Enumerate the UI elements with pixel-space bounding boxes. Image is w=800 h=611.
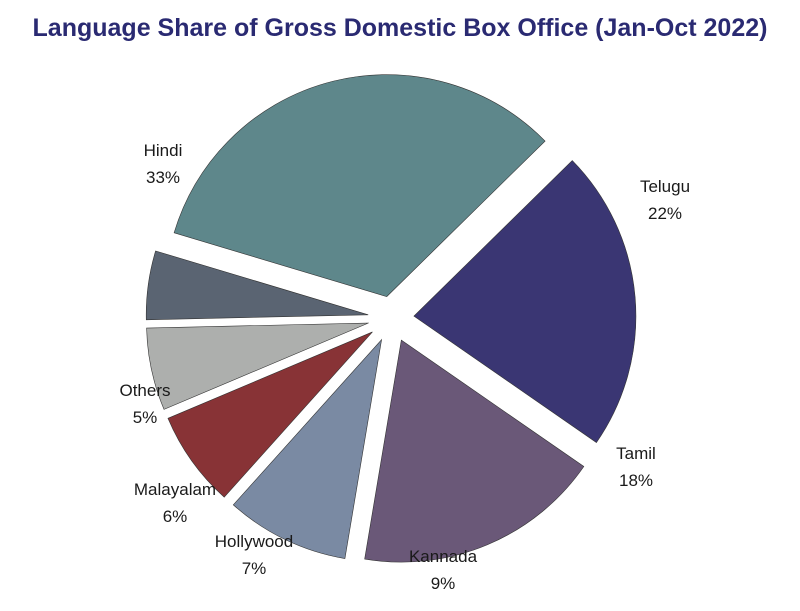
slice-value-others: 5% xyxy=(133,408,158,427)
slice-value-malayalam: 6% xyxy=(163,507,188,526)
slice-label-malayalam: Malayalam xyxy=(134,480,216,499)
slice-label-hindi: Hindi xyxy=(144,141,183,160)
pie-slice-hindi xyxy=(173,74,546,297)
pie-slice-others xyxy=(145,250,369,321)
pie-slice-tamil xyxy=(364,339,585,563)
slice-value-hindi: 33% xyxy=(146,168,180,187)
slice-label-tamil: Tamil xyxy=(616,444,656,463)
slice-value-telugu: 22% xyxy=(648,204,682,223)
slice-value-hollywood: 7% xyxy=(242,559,267,578)
slice-label-others: Others xyxy=(119,381,170,400)
slice-label-hollywood: Hollywood xyxy=(215,532,293,551)
pie-slice-telugu xyxy=(413,160,637,443)
slice-value-kannada: 9% xyxy=(431,574,456,593)
slice-value-tamil: 18% xyxy=(619,471,653,490)
chart-title: Language Share of Gross Domestic Box Off… xyxy=(32,14,768,42)
pie-slice-kannada xyxy=(232,338,383,559)
pie-slice-hollywood xyxy=(167,331,373,498)
slice-label-kannada: Kannada xyxy=(409,547,478,566)
slice-label-telugu: Telugu xyxy=(640,177,690,196)
pie-slice-malayalam xyxy=(146,322,369,410)
